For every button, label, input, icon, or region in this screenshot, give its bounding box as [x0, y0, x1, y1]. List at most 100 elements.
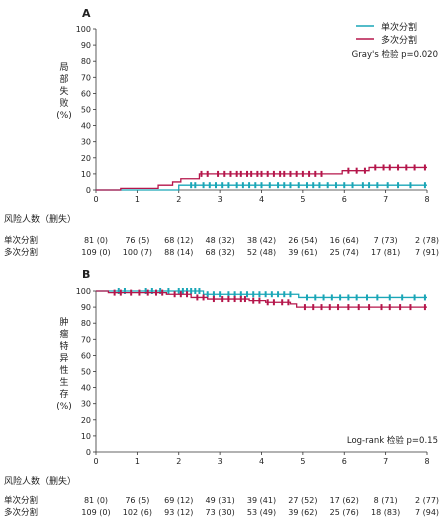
risk-cell-multi: 68 (32): [206, 248, 235, 257]
y-axis-label-char: 败: [59, 98, 68, 109]
y-tick-label: 90: [81, 41, 91, 50]
x-tick-label: 1: [135, 457, 140, 466]
risk-cell-single: 27 (52): [288, 496, 317, 505]
panel-b-risk-row-label-single: 单次分割: [4, 495, 38, 506]
risk-cell-multi: 109 (0): [81, 508, 110, 517]
y-tick-label: 30: [81, 400, 91, 409]
x-tick-label: 0: [93, 195, 98, 204]
panel-a-risk-row-label-single: 单次分割: [4, 235, 38, 246]
y-tick-label: 100: [76, 287, 91, 296]
panel-a-risk-row-label-multi: 多次分割: [4, 247, 38, 258]
x-tick-label: 3: [218, 195, 223, 204]
x-tick-label: 6: [342, 457, 347, 466]
y-tick-label: 60: [81, 351, 91, 360]
risk-cell-single: 2 (77): [415, 496, 439, 505]
risk-cell-single: 68 (12): [164, 236, 193, 245]
risk-cell-single: 17 (62): [330, 496, 359, 505]
risk-cell-single: 39 (41): [247, 496, 276, 505]
y-tick-label: 40: [81, 384, 91, 393]
risk-cell-multi: 25 (76): [330, 508, 359, 517]
panel-b-risk-table: 81 (0) 76 (5) 69 (12) 49 (31) 39 (41) 27 (52)…: [81, 496, 439, 517]
risk-cell-single: 76 (5): [125, 236, 149, 245]
panel-a-label: A: [82, 7, 91, 20]
y-axis-label-char: 性: [59, 364, 68, 376]
risk-cell-multi: 7 (91): [415, 248, 439, 257]
x-tick-label: 6: [342, 195, 347, 204]
y-tick-label: 100: [76, 25, 91, 34]
series-line-single: [96, 290, 427, 299]
panel-b-risk-row-label-multi: 多次分割: [4, 507, 38, 518]
risk-cell-multi: 102 (6): [123, 508, 152, 517]
y-axis-label-char: 生: [59, 376, 68, 388]
y-tick-label: 40: [81, 122, 91, 131]
panel-b-risk-title: 风险人数（删失）: [4, 475, 76, 487]
risk-cell-single: 2 (78): [415, 236, 439, 245]
risk-cell-single: 8 (71): [374, 496, 398, 505]
panel-a-axes: 0 10 20 30 40 50 60 70 80 90 100 0 1 2 3 4 5 6 7 8: [76, 25, 430, 204]
panel-b-axes: 0 10 20 30 40 50 60 70 80 90 100 0 1 2 3 4 5 6 7 8: [76, 287, 430, 466]
risk-cell-multi: 109 (0): [81, 248, 110, 257]
y-axis-label-char: 肿: [59, 316, 68, 328]
series-line-multi: [96, 166, 427, 191]
risk-cell-multi: 73 (30): [206, 508, 235, 517]
y-axis-label-char: 部: [59, 73, 68, 85]
x-tick-label: 5: [300, 457, 305, 466]
x-tick-label: 1: [135, 195, 140, 204]
y-tick-label: 70: [81, 335, 91, 344]
x-tick-label: 8: [424, 457, 429, 466]
risk-cell-single: 38 (42): [247, 236, 276, 245]
risk-cell-multi: 39 (61): [288, 248, 317, 257]
y-tick-label: 90: [81, 303, 91, 312]
y-tick-label: 70: [81, 73, 91, 82]
panel-a-risk-title: 风险人数（删失）: [4, 213, 76, 225]
risk-cell-multi: 52 (48): [247, 248, 276, 257]
panel-b-series: [96, 288, 427, 311]
risk-cell-single: 49 (31): [206, 496, 235, 505]
y-axis-label-char: (%): [56, 402, 72, 412]
x-tick-label: 8: [424, 195, 429, 204]
y-tick-label: 10: [81, 432, 91, 441]
x-tick-label: 5: [300, 195, 305, 204]
risk-cell-multi: 53 (49): [247, 508, 276, 517]
y-tick-label: 50: [81, 106, 91, 115]
legend-label-single: 单次分割: [381, 21, 417, 33]
risk-cell-multi: 17 (81): [371, 248, 400, 257]
risk-cell-multi: 7 (94): [415, 508, 439, 517]
x-tick-label: 2: [176, 195, 181, 204]
risk-cell-single: 48 (32): [206, 236, 235, 245]
y-tick-label: 80: [81, 319, 91, 328]
panel-b-label: B: [82, 268, 90, 281]
legend-label-multi: 多次分割: [381, 34, 417, 46]
x-tick-label: 7: [383, 195, 388, 204]
y-tick-label: 30: [81, 138, 91, 147]
risk-cell-single: 16 (64): [330, 236, 359, 245]
x-tick-label: 4: [259, 457, 264, 466]
y-tick-label: 20: [81, 416, 91, 425]
x-tick-label: 3: [218, 457, 223, 466]
y-tick-label: 80: [81, 57, 91, 66]
y-axis-label-char: 局: [59, 62, 68, 73]
panel-a-risk-table: 81 (0) 76 (5) 68 (12) 48 (32) 38 (42) 26 (54)…: [81, 236, 439, 257]
risk-cell-single: 7 (73): [374, 236, 398, 245]
panel-b-annotation: Log-rank 检验 p=0.15: [347, 435, 438, 446]
risk-cell-single: 81 (0): [84, 236, 108, 245]
risk-cell-multi: 88 (14): [164, 248, 193, 257]
risk-cell-single: 81 (0): [84, 496, 108, 505]
y-tick-label: 0: [86, 186, 91, 195]
risk-cell-multi: 39 (62): [288, 508, 317, 517]
y-axis-label-char: 失: [59, 85, 68, 97]
risk-cell-multi: 100 (7): [123, 248, 152, 257]
risk-cell-multi: 25 (74): [330, 248, 359, 257]
panel-a-legend: 单次分割 多次分割: [356, 21, 417, 46]
x-tick-label: 4: [259, 195, 264, 204]
panel-a-series: [96, 164, 427, 191]
y-axis-label-char: 存: [59, 388, 68, 400]
y-tick-label: 0: [86, 448, 91, 457]
risk-cell-single: 26 (54): [288, 236, 317, 245]
risk-cell-single: 76 (5): [125, 496, 149, 505]
